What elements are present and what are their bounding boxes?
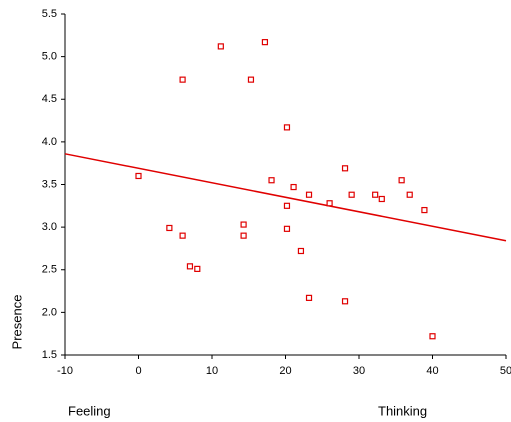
point (398, 177, 405, 184)
point (179, 232, 186, 239)
y-axis-label: Presence (9, 295, 24, 350)
point (341, 165, 349, 172)
point (268, 177, 275, 184)
point (166, 224, 173, 232)
point (421, 206, 428, 214)
point (135, 172, 142, 180)
point (261, 39, 269, 46)
point (186, 263, 194, 270)
y-tick-label: 3.5 (42, 178, 57, 190)
point (297, 247, 305, 255)
point (179, 76, 186, 83)
x-tick-label: 50 (500, 365, 511, 377)
point (378, 195, 385, 203)
point (290, 183, 297, 191)
point (283, 202, 291, 209)
x-tick-label: 30 (353, 365, 365, 377)
y-tick-label: 5.5 (42, 8, 57, 20)
y-tick-label: 5.0 (42, 51, 57, 63)
annotation: Thinking (378, 403, 427, 418)
point (372, 191, 379, 198)
y-tick-label: 1.5 (42, 349, 57, 361)
point (194, 265, 201, 272)
point (240, 232, 247, 239)
point (217, 43, 224, 50)
point (283, 124, 291, 131)
y-tick-label: 3.0 (42, 221, 57, 233)
point (341, 298, 349, 305)
point (240, 221, 247, 228)
point (305, 294, 313, 301)
point (406, 191, 413, 198)
y-tick-label: 4.0 (42, 136, 57, 148)
point (348, 191, 355, 198)
point (283, 225, 291, 232)
x-tick-label: 20 (279, 365, 291, 377)
x-tick-label: 10 (206, 365, 218, 377)
y-tick-label: 2.0 (42, 306, 57, 318)
point (305, 191, 313, 198)
x-tick-label: -10 (57, 365, 73, 377)
fit-line (64, 153, 507, 242)
point (326, 200, 333, 207)
annotation: Feeling (68, 403, 111, 418)
y-tick-label: 4.5 (42, 93, 57, 105)
y-tick-label: 2.5 (42, 264, 57, 276)
point (429, 333, 436, 340)
point (247, 76, 255, 83)
x-tick-label: 40 (426, 365, 438, 377)
x-tick-label: 0 (135, 365, 141, 377)
